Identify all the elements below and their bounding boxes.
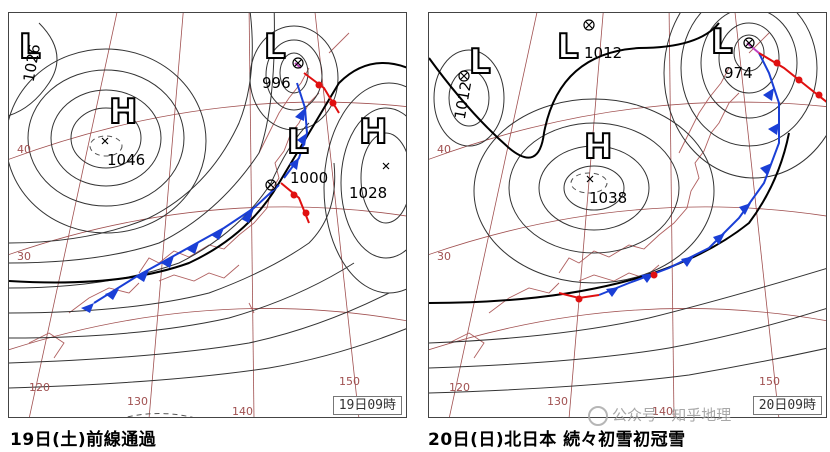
lat-label: 30 [17, 250, 31, 263]
pressure-symbols: L L H L [468, 21, 734, 168]
dashed-isobars [570, 172, 608, 194]
thick-isobar [9, 62, 406, 284]
low-symbol: L [711, 22, 733, 62]
low-symbol: L [287, 122, 309, 162]
center-marks [458, 19, 755, 183]
wechat-icon [588, 405, 608, 426]
timestamp-stamp: 19日09時 [332, 396, 402, 415]
high-symbol: H [109, 92, 137, 132]
weather-map-right: L L H L 1012 1012 1038 974 40 30 120 130… [428, 12, 827, 418]
coastline [28, 32, 350, 359]
caption-right: 20日(日)北日本 続々初雪初冠雪 [428, 430, 686, 450]
pressure-value: 1000 [290, 169, 328, 187]
high-symbol: H [584, 127, 612, 167]
lon-label: 150 [339, 375, 360, 388]
cold-front [81, 82, 309, 313]
lon-label: 150 [759, 375, 780, 388]
center-marks [101, 57, 390, 191]
dashed-isobars [89, 135, 194, 417]
surface-chart-right: L L H L 1012 1012 1038 974 40 30 120 130… [429, 13, 826, 418]
lat-label: 40 [437, 143, 451, 156]
warm-front [558, 52, 826, 303]
lat-label: 40 [17, 143, 31, 156]
weather-map-left: L H L L H 1026 1046 996 1000 1028 40 30 … [8, 12, 407, 418]
low-symbol: L [469, 42, 491, 82]
pressure-value: 1028 [349, 184, 387, 202]
occluded-front [746, 42, 760, 54]
pressure-value: 996 [262, 74, 291, 92]
isobars [9, 13, 406, 389]
lon-label: 130 [127, 395, 148, 408]
high-symbol: H [359, 112, 387, 152]
lon-label: 120 [449, 381, 470, 394]
pressure-value: 1012 [451, 80, 475, 121]
grid-labels: 40 30 120 130 140 150 [437, 143, 780, 418]
grid-labels: 40 30 120 130 140 150 [17, 143, 360, 418]
graticule [9, 13, 406, 417]
pressure-value: 1012 [584, 44, 622, 62]
pressure-value: 1046 [107, 151, 145, 169]
lat-label: 30 [437, 250, 451, 263]
surface-chart-left: L H L L H 1026 1046 996 1000 1028 40 30 … [9, 13, 406, 418]
low-symbol: L [264, 27, 286, 67]
low-symbol: L [19, 27, 41, 67]
lon-label: 130 [547, 395, 568, 408]
pressure-value: 1038 [589, 189, 627, 207]
pressure-symbols: L H L L H [18, 26, 388, 163]
thick-isobar [429, 22, 720, 159]
timestamp-stamp: 20日09時 [752, 396, 822, 415]
watermark-text: 公众号 · 知乎地理 [612, 406, 732, 424]
lon-label: 120 [29, 381, 50, 394]
warm-front [280, 72, 340, 224]
lon-label: 140 [652, 405, 673, 418]
caption-left: 19日(土)前線通過 [10, 430, 157, 450]
low-symbol: L [557, 27, 579, 67]
isobars [429, 13, 826, 394]
cold-front [598, 52, 780, 297]
lon-label: 140 [232, 405, 253, 418]
watermark: 公众号 · 知乎地理 [588, 404, 731, 426]
pressure-value: 974 [724, 64, 753, 82]
